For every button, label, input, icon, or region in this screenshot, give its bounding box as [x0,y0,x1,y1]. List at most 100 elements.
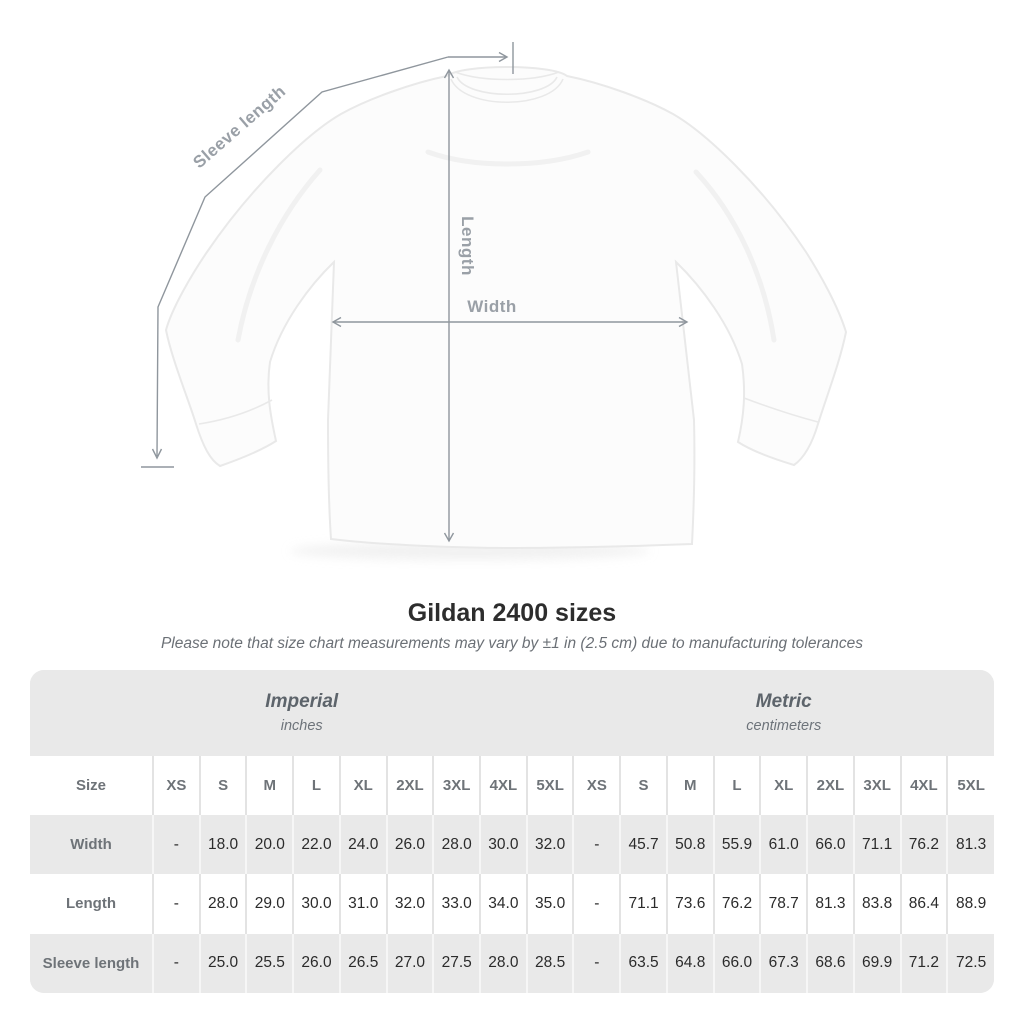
value-cell-imperial: 27.0 [385,933,434,993]
value-cell-imperial: 20.0 [245,814,294,875]
unit-subtitle: centimeters [746,718,822,735]
sleeve-length-arrowhead [151,448,163,460]
collar-arrowhead [498,51,509,63]
value-cell-imperial: 26.0 [292,933,340,993]
tolerance-note: Please note that size chart measurements… [160,635,864,652]
sleeve-length-label: Sleeve length [189,82,289,173]
unit-name: Imperial [265,691,339,713]
value-cell-imperial: 31.0 [338,874,387,934]
value-cell-metric: 86.4 [899,874,948,934]
width-label: Width [467,297,517,316]
size-header-metric-5xl: 5XL [946,755,994,815]
row-label: Sleeve length [30,933,153,993]
value-cell-imperial: - [152,874,200,934]
back-neck-seam [454,71,560,81]
value-cell-metric: 61.0 [759,814,808,875]
size-header-metric-xs: XS [572,755,621,815]
value-cell-metric: 50.8 [665,814,714,875]
value-cell-imperial: - [152,933,200,993]
size-table-container: Imperial inches Metric centimeters Size XS S M L… [30,670,994,993]
shirt-measurement-diagram: Sleeve length Length Width [141,42,848,560]
size-header-imperial-xl: XL [338,755,387,815]
value-cell-metric: 68.6 [806,933,854,993]
value-cell-metric: 73.6 [665,874,714,934]
value-cell-metric: 45.7 [619,814,667,875]
collar-outer-seam [450,78,564,103]
dimension-lines [141,42,689,543]
unit-header-metric: Metric centimeters [573,670,994,756]
value-cell-metric: 76.2 [712,874,761,934]
value-cell-metric: 64.8 [665,933,714,993]
size-header-metric-4xl: 4XL [899,755,948,815]
size-header-imperial-m: M [245,755,294,815]
value-cell-metric: 71.2 [899,933,948,993]
value-cell-imperial: 32.0 [385,874,434,934]
value-cell-imperial: 26.0 [385,814,434,875]
value-cell-metric: 81.3 [946,814,994,875]
value-cell-metric: 66.0 [806,814,854,875]
right-sleeve-fold [693,169,777,343]
left-sleeve-fold [235,167,323,343]
table-row-width: Width -18.0 20.0 22.0 24.0 26.0 28.0 30.0 32.0-4… [30,814,994,875]
value-cell-metric: 66.0 [712,933,761,993]
value-cell-metric: 88.9 [946,874,994,934]
collar-inner-seam [456,76,558,96]
value-cell-imperial: 29.0 [245,874,294,934]
width-arrowhead-left [331,316,342,328]
value-cell-imperial: - [152,814,200,875]
value-cell-imperial: 22.0 [292,814,340,875]
width-arrowhead-right [678,316,689,328]
value-cell-imperial: 28.0 [198,874,247,934]
value-cell-metric: - [572,874,621,934]
size-header-metric-2xl: 2XL [806,755,854,815]
table-row-sleeve-length: Sleeve length -25.0 25.5 26.0 26.5 27.0 27.5 28… [30,933,994,993]
value-cell-metric: - [572,933,621,993]
value-cell-metric: 81.3 [806,874,854,934]
size-header-metric-3xl: 3XL [852,755,901,815]
title-block: Gildan 2400 sizes Please note that size … [0,598,1024,653]
unit-header-row: Imperial inches Metric centimeters [30,670,994,756]
value-cell-imperial: 35.0 [525,874,574,934]
long-sleeve-shirt-image [164,66,848,550]
value-cell-metric: - [572,814,621,875]
size-header-metric-m: M [665,755,714,815]
value-cell-metric: 55.9 [712,814,761,875]
value-cell-imperial: 25.0 [198,933,247,993]
value-cell-imperial: 28.0 [432,814,481,875]
size-header-imperial-xs: XS [152,755,200,815]
unit-name: Metric [755,691,812,713]
right-cuff-seam [743,397,819,423]
size-column-header: Size [30,755,153,815]
unit-header-imperial: Imperial inches [30,670,574,756]
size-header-imperial-s: S [198,755,247,815]
left-cuff-seam [198,399,273,425]
value-cell-metric: 76.2 [899,814,948,875]
size-header-imperial-2xl: 2XL [385,755,434,815]
value-cell-metric: 63.5 [619,933,667,993]
value-cell-metric: 72.5 [946,933,994,993]
length-arrowhead-bottom [443,532,455,543]
value-cell-imperial: 28.0 [479,933,527,993]
size-chart-table: Imperial inches Metric centimeters Size XS S M L… [30,670,994,993]
table-row-length: Length -28.0 29.0 30.0 31.0 32.0 33.0 34.0 35.0-… [30,874,994,934]
size-header-imperial-4xl: 4XL [479,755,527,815]
value-cell-imperial: 33.0 [432,874,481,934]
length-arrowhead-top [443,68,455,79]
size-header-imperial-l: L [292,755,340,815]
value-cell-metric: 83.8 [852,874,901,934]
size-header-metric-s: S [619,755,667,815]
value-cell-imperial: 25.5 [245,933,294,993]
size-header-imperial-5xl: 5XL [525,755,574,815]
unit-subtitle: inches [280,718,323,735]
value-cell-metric: 71.1 [619,874,667,934]
value-cell-metric: 69.9 [852,933,901,993]
size-header-imperial-3xl: 3XL [432,755,481,815]
value-cell-imperial: 18.0 [198,814,247,875]
page-title: Gildan 2400 sizes [407,599,617,627]
value-cell-imperial: 26.5 [338,933,387,993]
chest-fold [425,149,591,167]
row-label: Width [30,814,153,875]
value-cell-imperial: 27.5 [432,933,481,993]
size-header-row: Size XS S M L XL 2XL 3XL 4XL 5XL XS S M L XL 2XL 3XL 4XL 5… [30,755,994,815]
